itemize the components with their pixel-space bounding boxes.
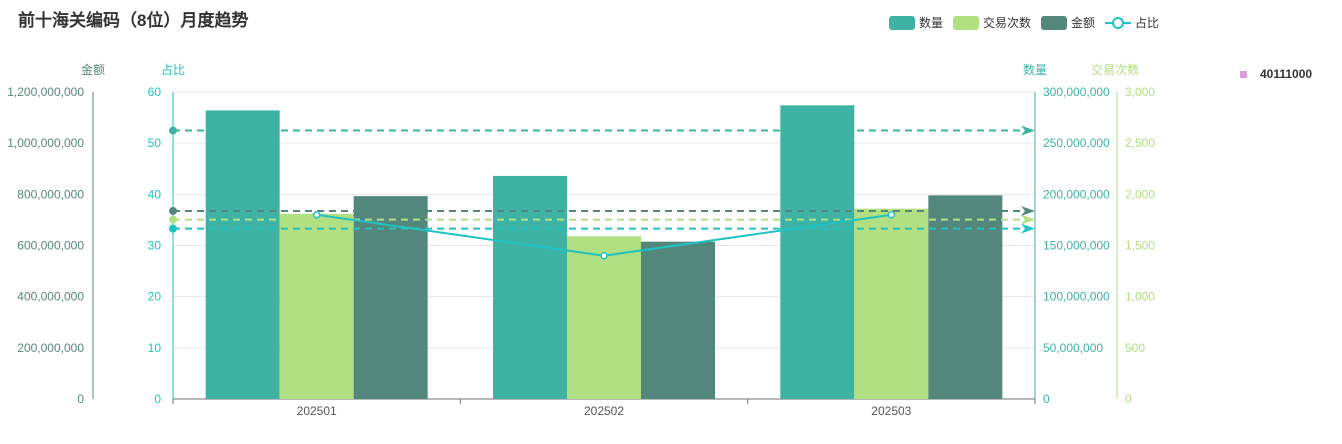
chart-title: 前十海关编码（8位）月度趋势 bbox=[18, 11, 249, 30]
axis-tick-label-ratio: 60 bbox=[148, 85, 162, 99]
axis-tick-label-count: 2,500 bbox=[1125, 136, 1155, 150]
legend-label-amount: 金额 bbox=[1071, 16, 1096, 30]
axis-tick-label-quantity: 250,000,000 bbox=[1043, 136, 1110, 150]
chart-legend: 数量 交易次数 金额 占比 bbox=[889, 14, 1169, 31]
side-legend-label: 40111000 bbox=[1260, 67, 1313, 81]
axis-tick-label-count: 0 bbox=[1125, 392, 1132, 406]
axis-tick-label-count: 3,000 bbox=[1125, 85, 1155, 99]
axis-tick-label-count: 2,000 bbox=[1125, 187, 1155, 201]
average-line-arrow-ratio bbox=[1021, 223, 1035, 234]
axis-tick-label-amount: 800,000,000 bbox=[17, 187, 84, 201]
average-line-arrow-quantity bbox=[1021, 125, 1035, 136]
average-line-start-amount bbox=[169, 206, 177, 215]
axis-tick-label-amount: 1,000,000,000 bbox=[7, 136, 84, 150]
axis-tick-label-quantity: 300,000,000 bbox=[1043, 85, 1110, 99]
axis-tick-label-amount: 600,000,000 bbox=[17, 239, 84, 253]
axis-tick-label-quantity: 100,000,000 bbox=[1043, 290, 1110, 304]
axis-tick-label-amount: 400,000,000 bbox=[17, 290, 84, 304]
axis-tick-label-amount: 0 bbox=[77, 392, 84, 406]
legend-swatch-count bbox=[953, 15, 980, 30]
axis-tick-label-quantity: 200,000,000 bbox=[1043, 187, 1110, 201]
axis-tick-label-quantity: 50,000,000 bbox=[1043, 341, 1103, 355]
x-axis-tick-label: 202503 bbox=[871, 404, 911, 418]
bar-amount-202503 bbox=[928, 195, 1003, 399]
average-line-start-ratio bbox=[169, 224, 177, 233]
axis-tick-label-quantity: 0 bbox=[1043, 392, 1050, 406]
axis-tick-label-ratio: 20 bbox=[148, 290, 162, 304]
legend-label-count: 交易次数 bbox=[983, 16, 1032, 30]
legend-line-ratio bbox=[1105, 16, 1132, 30]
side-legend-swatch bbox=[1240, 70, 1247, 78]
legend-item-count[interactable]: 交易次数 bbox=[953, 14, 1031, 31]
axis-title-quantity: 数量 bbox=[1023, 62, 1047, 77]
legend-item-quantity[interactable]: 数量 bbox=[889, 14, 943, 31]
axis-tick-label-count: 1,000 bbox=[1125, 290, 1155, 304]
legend-label-quantity: 数量 bbox=[919, 16, 944, 30]
axis-tick-label-count: 1,500 bbox=[1125, 239, 1155, 253]
axis-title-ratio: 占比 bbox=[161, 62, 185, 77]
line-point-ratio-202501 bbox=[312, 211, 321, 219]
axis-tick-label-ratio: 10 bbox=[148, 341, 162, 355]
legend-item-amount[interactable]: 金额 bbox=[1041, 14, 1095, 31]
axis-title-count: 交易次数 bbox=[1091, 62, 1139, 77]
average-line-start-quantity bbox=[169, 126, 177, 135]
bar-quantity-202501 bbox=[205, 110, 280, 400]
x-axis-tick-label: 202502 bbox=[584, 404, 624, 418]
x-axis-tick-label: 202501 bbox=[297, 404, 337, 418]
bar-amount-202502 bbox=[641, 241, 715, 399]
average-line-start-count bbox=[169, 215, 177, 224]
legend-item-ratio[interactable]: 占比 bbox=[1105, 14, 1159, 31]
legend-swatch-amount bbox=[1041, 15, 1068, 30]
bar-count-202501 bbox=[279, 213, 354, 399]
bar-count-202502 bbox=[567, 236, 641, 399]
legend-label-ratio: 占比 bbox=[1135, 16, 1160, 30]
axis-title-amount: 金额 bbox=[81, 62, 105, 77]
bar-quantity-202502 bbox=[493, 175, 567, 399]
axis-tick-label-count: 500 bbox=[1125, 341, 1145, 355]
axis-tick-label-ratio: 0 bbox=[154, 392, 161, 406]
axis-tick-label-ratio: 40 bbox=[148, 187, 162, 201]
bar-count-202503 bbox=[854, 208, 929, 399]
axis-tick-label-amount: 1,200,000,000 bbox=[7, 85, 84, 99]
axis-tick-label-ratio: 50 bbox=[148, 136, 162, 150]
legend-swatch-quantity bbox=[889, 15, 915, 30]
axis-tick-label-ratio: 30 bbox=[148, 239, 162, 253]
average-line-arrow-amount bbox=[1021, 205, 1035, 216]
average-line-arrow-count bbox=[1021, 214, 1035, 225]
bar-quantity-202503 bbox=[780, 105, 855, 399]
bar-amount-202501 bbox=[353, 196, 428, 399]
axis-tick-label-quantity: 150,000,000 bbox=[1043, 239, 1110, 253]
line-point-ratio-202503 bbox=[887, 211, 896, 219]
axis-tick-label-amount: 200,000,000 bbox=[17, 341, 84, 355]
line-point-ratio-202502 bbox=[600, 251, 608, 260]
side-legend-item[interactable]: 40111000 bbox=[1240, 67, 1312, 81]
